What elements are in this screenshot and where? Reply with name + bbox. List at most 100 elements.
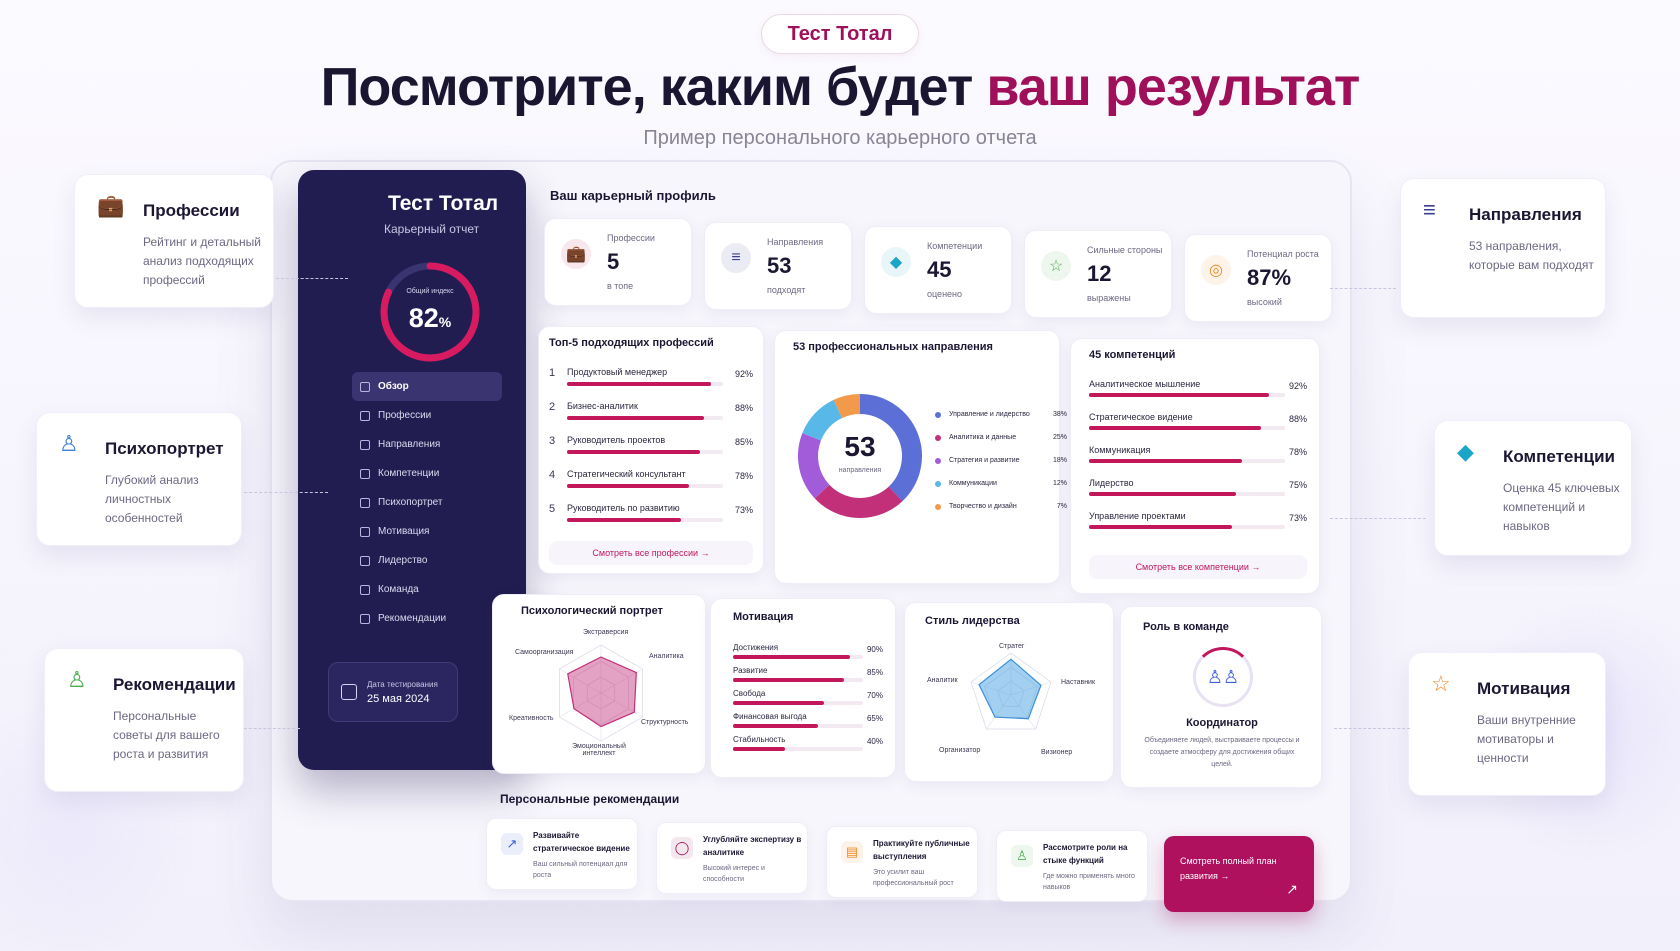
- sidebar-item-6[interactable]: Мотивация: [352, 517, 502, 546]
- legend-value: 18%: [1052, 457, 1067, 464]
- competency-row[interactable]: Лидерство 75%: [1089, 478, 1307, 511]
- stat-card: ≡ Направления 53 подходят: [704, 222, 852, 310]
- all-professions-link[interactable]: Смотреть все профессии →: [549, 541, 753, 565]
- motivation-name: Стабильность: [733, 735, 786, 744]
- competency-name: Стратегическое видение: [1089, 412, 1193, 422]
- team-icon: ♙♙: [1193, 647, 1253, 707]
- presentation-icon: ▤: [841, 841, 863, 863]
- profession-row[interactable]: 2 Бизнес-аналитик 88%: [549, 399, 753, 433]
- progress-fill: [567, 416, 705, 420]
- connector-line: [1330, 288, 1396, 289]
- legend-item: Коммуникации 12%: [935, 472, 1067, 495]
- progress-track: [567, 450, 723, 454]
- page-headline: Посмотрите, каким будет ваш результат: [320, 57, 1361, 117]
- progress-track: [733, 655, 863, 659]
- index-value: 82%: [408, 303, 452, 333]
- radar-spoke: [600, 668, 643, 694]
- competencies-title: 45 компетенций: [1089, 349, 1176, 361]
- progress-track: [1089, 459, 1285, 463]
- feature-card: ♙ Психопортрет Глубокий анализ личностных …: [36, 412, 242, 546]
- recommendation-title: Рассмотрите роли на стыке функций: [1043, 843, 1128, 865]
- stat-label: Сильные стороны: [1087, 245, 1163, 255]
- radar-axis-label: Аналитика: [649, 653, 684, 660]
- recommendation-card[interactable]: ↗ Развивайте стратегическое видение Ваш си…: [486, 818, 638, 890]
- progress-fill: [567, 518, 681, 522]
- sidebar-item-2[interactable]: Профессии: [352, 401, 502, 430]
- connector-line: [1330, 518, 1426, 519]
- recommendation-card[interactable]: ♙ Рассмотрите роли на стыке функций Где мо…: [996, 830, 1148, 902]
- stat-label: Потенциал роста: [1247, 249, 1319, 259]
- team-role-title: Роль в команде: [1143, 621, 1229, 633]
- competency-row[interactable]: Управление проектами 73%: [1089, 511, 1307, 544]
- sidebar-item-3[interactable]: Направления: [352, 430, 502, 459]
- team-role-card: Роль в команде ♙♙ Координатор Объединяет…: [1120, 606, 1322, 788]
- stat-card: ◆ Компетенции 45 оценено: [864, 226, 1012, 314]
- competency-name: Аналитическое мышление: [1089, 379, 1201, 389]
- motivation-row: Стабильность 40%: [733, 735, 883, 758]
- profession-row[interactable]: 5 Руководитель по развитию 73%: [549, 501, 753, 535]
- sidebar-item-1[interactable]: Обзор: [352, 372, 502, 401]
- legend-swatch: [935, 480, 941, 487]
- motivation-card: Мотивация Достижения 90% Развитие 85% Свобод…: [710, 598, 896, 778]
- profession-name: Руководитель проектов: [567, 435, 666, 445]
- profession-name: Бизнес-аналитик: [567, 401, 638, 411]
- sidebar-menu: Обзор Профессии Направления Компетенции Псих…: [352, 372, 502, 633]
- star-icon: ☆: [1041, 251, 1071, 281]
- sidebar-item-7[interactable]: Лидерство: [352, 546, 502, 575]
- recommendation-title: Углубляйте экспертизу в аналитике: [703, 835, 802, 857]
- sidebar-item-5[interactable]: Психопортрет: [352, 488, 502, 517]
- competency-row[interactable]: Коммуникация 78%: [1089, 445, 1307, 478]
- progress-track: [733, 747, 863, 751]
- index-label: Общий индекс: [406, 288, 454, 295]
- sidebar-item-label: Профессии: [378, 410, 432, 421]
- shield-icon: ◯: [671, 837, 693, 859]
- progress-fill: [733, 678, 844, 682]
- psychoportrait-icon: [360, 497, 370, 508]
- competency-row[interactable]: Аналитическое мышление 92%: [1089, 379, 1307, 412]
- calendar-icon: [341, 684, 357, 700]
- profession-row[interactable]: 4 Стратегический консультант 78%: [549, 467, 753, 501]
- progress-track: [567, 382, 723, 386]
- recommendation-card[interactable]: ▤ Практикуйте публичные выступления Это ус…: [826, 826, 978, 898]
- sidebar-item-4[interactable]: Компетенции: [352, 459, 502, 488]
- sidebar-item-label: Команда: [378, 584, 419, 595]
- stat-label: Направления: [767, 237, 824, 247]
- motivation-row: Достижения 90%: [733, 643, 883, 666]
- sidebar-item-9[interactable]: Рекомендации: [352, 604, 502, 633]
- donut-center-value: 53: [844, 431, 876, 462]
- chart-up-icon: ↗: [1286, 881, 1298, 897]
- all-competencies-link[interactable]: Смотреть все компетенции →: [1089, 555, 1307, 579]
- feature-title: Профессии: [143, 201, 240, 220]
- leadership-radar-chart: [970, 652, 1052, 730]
- sidebar-item-8[interactable]: Команда: [352, 575, 502, 604]
- test-date-box: Дата тестирования 25 мая 2024: [328, 662, 458, 722]
- motivation-percent: 85%: [866, 668, 883, 677]
- motivation-percent: 65%: [866, 714, 883, 723]
- donut-segment: [833, 394, 861, 419]
- recommendation-card[interactable]: ◯ Углубляйте экспертизу в аналитике Высоки…: [656, 822, 808, 894]
- legend-value: 12%: [1052, 480, 1067, 487]
- sidebar-item-label: Лидерство: [378, 555, 428, 566]
- layers-icon: ≡: [721, 243, 751, 273]
- legend-swatch: [935, 503, 941, 510]
- progress-fill: [1089, 426, 1262, 430]
- feature-card: 💼 Профессии Рейтинг и детальный анализ под…: [74, 174, 274, 308]
- radar-spoke: [559, 692, 602, 718]
- feature-card: ♙ Рекомендации Персональные советы для ваш…: [44, 648, 244, 792]
- competency-row[interactable]: Стратегическое видение 88%: [1089, 412, 1307, 445]
- recommendation-title: Практикуйте публичные выступления: [873, 839, 970, 861]
- team-icon: [360, 584, 370, 595]
- legend-label: Творчество и дизайн: [949, 503, 1017, 510]
- competency-percent: 78%: [1288, 447, 1307, 457]
- progress-track: [1089, 525, 1285, 529]
- competency-name: Лидерство: [1089, 478, 1134, 488]
- full-plan-button[interactable]: Смотреть полный план развития → ↗: [1164, 836, 1314, 912]
- profession-row[interactable]: 3 Руководитель проектов 85%: [549, 433, 753, 467]
- report-sidebar: Тест Тотал Карьерный отчет Общий индекс …: [298, 170, 526, 770]
- profession-row[interactable]: 1 Продуктовый менеджер 92%: [549, 365, 753, 399]
- leadership-icon: [360, 555, 370, 566]
- progress-track: [567, 416, 723, 420]
- progress-track: [567, 484, 723, 488]
- progress-fill: [1089, 492, 1236, 496]
- radar-axis-label: Наставник: [1061, 679, 1096, 686]
